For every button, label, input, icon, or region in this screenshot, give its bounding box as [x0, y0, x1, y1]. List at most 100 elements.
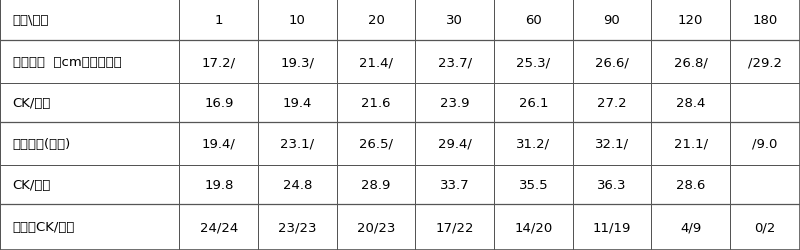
Bar [494, 165, 573, 204]
Bar [179, 204, 258, 250]
Bar [651, 84, 730, 122]
Bar [494, 165, 573, 204]
Bar [179, 41, 258, 84]
Bar [337, 204, 415, 250]
Bar [0, 84, 179, 122]
Bar [651, 0, 730, 41]
Bar [0, 204, 179, 250]
Bar [258, 165, 337, 204]
Text: 28.9: 28.9 [362, 178, 390, 191]
Bar [258, 165, 337, 204]
Bar [415, 0, 494, 41]
Text: 23/23: 23/23 [278, 220, 317, 233]
Text: 11/19: 11/19 [593, 220, 631, 233]
Bar [573, 204, 651, 250]
Bar [415, 0, 494, 41]
Bar [573, 84, 651, 122]
Text: 10: 10 [289, 14, 306, 27]
Text: 17/22: 17/22 [435, 220, 474, 233]
Bar [0, 204, 179, 250]
Text: 180: 180 [752, 14, 778, 27]
Text: 0/2: 0/2 [754, 220, 776, 233]
Bar [494, 41, 573, 84]
Bar [258, 204, 337, 250]
Bar [651, 84, 730, 122]
Bar [573, 204, 651, 250]
Bar [179, 41, 258, 84]
Bar [494, 0, 573, 41]
Bar [415, 122, 494, 165]
Bar [651, 204, 730, 250]
Text: 60: 60 [525, 14, 542, 27]
Bar [258, 122, 337, 165]
Bar [730, 165, 800, 204]
Bar [494, 84, 573, 122]
Bar [0, 41, 179, 84]
Bar [179, 204, 258, 250]
Text: 20: 20 [368, 14, 385, 27]
Bar [730, 41, 800, 84]
Bar [415, 41, 494, 84]
Bar [573, 122, 651, 165]
Text: 21.1/: 21.1/ [674, 137, 708, 150]
Bar [337, 204, 415, 250]
Bar [415, 204, 494, 250]
Bar [494, 122, 573, 165]
Bar [0, 165, 179, 204]
Text: 36.3: 36.3 [598, 178, 626, 191]
Bar [258, 122, 337, 165]
Bar [651, 0, 730, 41]
Bar [730, 122, 800, 165]
Text: 19.4: 19.4 [282, 97, 312, 110]
Bar [651, 41, 730, 84]
Text: 23.7/: 23.7/ [438, 56, 472, 69]
Text: 4/9: 4/9 [680, 220, 702, 233]
Bar [730, 0, 800, 41]
Text: 23.1/: 23.1/ [280, 137, 314, 150]
Bar [494, 204, 573, 250]
Bar [651, 122, 730, 165]
Bar [337, 122, 415, 165]
Text: 90: 90 [603, 14, 620, 27]
Bar [573, 165, 651, 204]
Bar [179, 84, 258, 122]
Text: 26.6/: 26.6/ [595, 56, 629, 69]
Bar [415, 204, 494, 250]
Bar [337, 84, 415, 122]
Bar [337, 84, 415, 122]
Bar [258, 204, 337, 250]
Bar [651, 165, 730, 204]
Bar [179, 165, 258, 204]
Text: 21.6: 21.6 [362, 97, 391, 110]
Bar [494, 0, 573, 41]
Bar [573, 122, 651, 165]
Bar [179, 122, 258, 165]
Bar [258, 0, 337, 41]
Bar [337, 41, 415, 84]
Text: 平均株高  （cm）（活株）: 平均株高 （cm）（活株） [13, 56, 122, 69]
Text: 17.2/: 17.2/ [202, 56, 236, 69]
Bar [415, 122, 494, 165]
Bar [337, 165, 415, 204]
Text: CK/处理: CK/处理 [13, 97, 51, 110]
Bar [730, 204, 800, 250]
Bar [494, 41, 573, 84]
Bar [730, 0, 800, 41]
Bar [337, 122, 415, 165]
Bar [258, 84, 337, 122]
Text: 32.1/: 32.1/ [595, 137, 629, 150]
Bar [337, 0, 415, 41]
Text: 30: 30 [446, 14, 463, 27]
Text: 19.3/: 19.3/ [281, 56, 314, 69]
Bar [179, 0, 258, 41]
Text: 项目\天数: 项目\天数 [13, 14, 49, 27]
Bar [573, 41, 651, 84]
Bar [415, 165, 494, 204]
Bar [730, 122, 800, 165]
Bar [0, 41, 179, 84]
Text: 31.2/: 31.2/ [516, 137, 550, 150]
Text: 26.8/: 26.8/ [674, 56, 707, 69]
Bar [258, 84, 337, 122]
Bar [0, 0, 179, 41]
Bar [730, 84, 800, 122]
